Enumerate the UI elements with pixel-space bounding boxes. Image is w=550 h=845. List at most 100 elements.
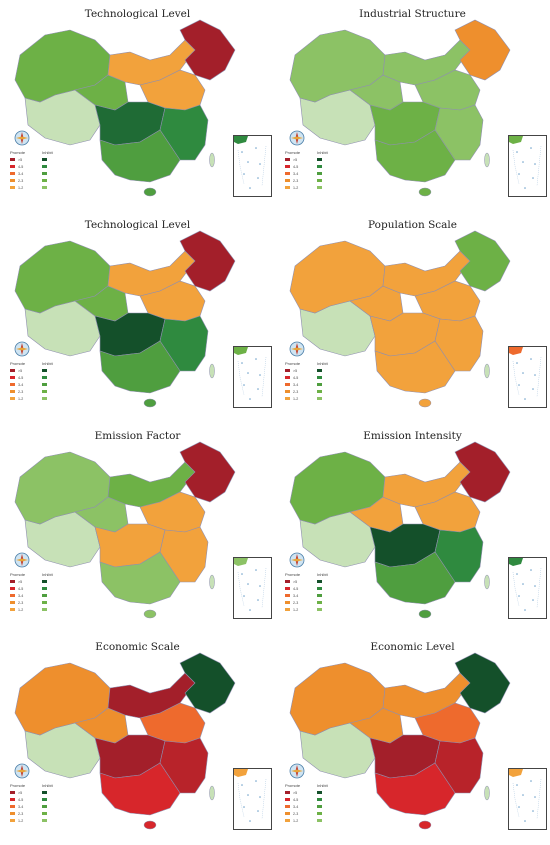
legend-row: 1-2 bbox=[285, 818, 345, 824]
legend-range-label: 4-5 bbox=[18, 797, 24, 802]
legend-range-label: 1-2 bbox=[293, 185, 299, 190]
legend-promote-swatch bbox=[10, 601, 15, 604]
legend-row: >5 bbox=[285, 157, 345, 163]
legend-promote-swatch bbox=[10, 805, 15, 808]
legend-promote-swatch bbox=[285, 798, 290, 801]
legend-promote-swatch bbox=[285, 805, 290, 808]
legend-inhibit-swatch bbox=[317, 376, 322, 379]
legend-promote-swatch bbox=[10, 383, 15, 386]
region-taiwan bbox=[209, 363, 215, 379]
legend: Promote Inhibit >5 4-5 3-4 2-3 1-2 bbox=[10, 572, 70, 616]
legend-range-label: 4-5 bbox=[293, 164, 299, 169]
legend-inhibit-swatch bbox=[42, 805, 47, 808]
region-taiwan bbox=[484, 574, 490, 590]
legend-promote-header: Promote bbox=[285, 361, 301, 366]
legend-promote-swatch bbox=[285, 179, 290, 182]
legend: Promote Inhibit >5 4-5 3-4 2-3 1-2 bbox=[10, 361, 70, 405]
legend-inhibit-swatch bbox=[42, 165, 47, 168]
legend-inhibit-swatch bbox=[317, 383, 322, 386]
legend-promote-swatch bbox=[285, 587, 290, 590]
region-ne bbox=[179, 441, 236, 503]
legend-inhibit-swatch bbox=[317, 812, 322, 815]
legend-range-label: 4-5 bbox=[18, 164, 24, 169]
region-taiwan bbox=[484, 152, 490, 168]
region-south bbox=[374, 129, 456, 183]
legend-inhibit-swatch bbox=[42, 798, 47, 801]
region-south bbox=[374, 762, 456, 816]
legend-inhibit-swatch bbox=[42, 587, 47, 590]
legend-promote-swatch bbox=[285, 819, 290, 822]
legend-range-label: 2-3 bbox=[293, 389, 299, 394]
panel-title: Industrial Structure bbox=[359, 8, 466, 20]
legend-row: 1-2 bbox=[285, 185, 345, 191]
legend-inhibit-swatch bbox=[42, 594, 47, 597]
legend-row: 1-2 bbox=[10, 396, 70, 402]
legend-row: 1-2 bbox=[10, 607, 70, 613]
legend-inhibit-swatch bbox=[42, 390, 47, 393]
region-taiwan bbox=[209, 785, 215, 801]
legend-row: 1-2 bbox=[10, 185, 70, 191]
region-taiwan bbox=[209, 574, 215, 590]
legend-promote-swatch bbox=[10, 580, 15, 583]
legend-range-label: 3-4 bbox=[293, 171, 299, 176]
region-south bbox=[374, 551, 456, 605]
region-ne bbox=[454, 230, 511, 292]
legend-range-label: 4-5 bbox=[293, 797, 299, 802]
legend-range-label: 2-3 bbox=[18, 600, 24, 605]
legend-promote-swatch bbox=[10, 819, 15, 822]
legend-promote-header: Promote bbox=[10, 150, 26, 155]
legend-row: 3-4 bbox=[285, 171, 345, 177]
legend-promote-swatch bbox=[285, 165, 290, 168]
region-hainan bbox=[418, 398, 432, 408]
legend-inhibit-header: Inhibit bbox=[317, 361, 328, 366]
legend-row: 4-5 bbox=[285, 375, 345, 381]
china-map bbox=[289, 652, 511, 830]
legend-inhibit-swatch bbox=[42, 369, 47, 372]
south-china-sea-inset bbox=[233, 557, 272, 619]
legend-range-label: >5 bbox=[293, 790, 298, 795]
legend-inhibit-header: Inhibit bbox=[317, 150, 328, 155]
legend-inhibit-swatch bbox=[42, 383, 47, 386]
legend-promote-header: Promote bbox=[10, 783, 26, 788]
legend: Promote Inhibit >5 4-5 3-4 2-3 1-2 bbox=[285, 783, 345, 827]
legend-row: >5 bbox=[285, 579, 345, 585]
south-china-sea-inset bbox=[508, 135, 547, 197]
legend-promote-swatch bbox=[285, 376, 290, 379]
south-china-sea-inset bbox=[233, 346, 272, 408]
legend-inhibit-swatch bbox=[317, 805, 322, 808]
legend-row: 4-5 bbox=[10, 164, 70, 170]
legend-promote-swatch bbox=[10, 376, 15, 379]
legend-row: >5 bbox=[285, 790, 345, 796]
legend-row: 4-5 bbox=[285, 797, 345, 803]
legend-range-label: 4-5 bbox=[18, 375, 24, 380]
legend-range-label: 2-3 bbox=[293, 600, 299, 605]
region-taiwan bbox=[484, 785, 490, 801]
legend-row: 1-2 bbox=[285, 396, 345, 402]
legend-promote-swatch bbox=[10, 369, 15, 372]
legend-inhibit-swatch bbox=[317, 594, 322, 597]
compass-icon bbox=[289, 763, 305, 779]
south-china-sea-inset bbox=[233, 135, 272, 197]
legend-inhibit-swatch bbox=[317, 390, 322, 393]
legend-inhibit-header: Inhibit bbox=[42, 361, 53, 366]
legend-promote-swatch bbox=[10, 798, 15, 801]
legend-promote-swatch bbox=[285, 580, 290, 583]
map-panel: Population Scale Promote Inhibit >5 4-5 3-4 2-… bbox=[275, 211, 550, 422]
legend-promote-header: Promote bbox=[10, 572, 26, 577]
region-south bbox=[99, 340, 181, 394]
legend-promote-swatch bbox=[285, 383, 290, 386]
south-china-sea-inset bbox=[508, 557, 547, 619]
legend-row: 3-4 bbox=[285, 804, 345, 810]
legend-row: 4-5 bbox=[10, 586, 70, 592]
legend-inhibit-swatch bbox=[42, 580, 47, 583]
legend-promote-swatch bbox=[285, 608, 290, 611]
legend-row: 4-5 bbox=[285, 164, 345, 170]
legend-row: >5 bbox=[10, 157, 70, 163]
legend-row: 3-4 bbox=[285, 593, 345, 599]
china-map bbox=[14, 19, 236, 197]
legend-inhibit-swatch bbox=[317, 587, 322, 590]
panel-title: Economic Level bbox=[370, 641, 455, 653]
legend-promote-swatch bbox=[10, 594, 15, 597]
legend-promote-swatch bbox=[285, 397, 290, 400]
china-map bbox=[289, 230, 511, 408]
